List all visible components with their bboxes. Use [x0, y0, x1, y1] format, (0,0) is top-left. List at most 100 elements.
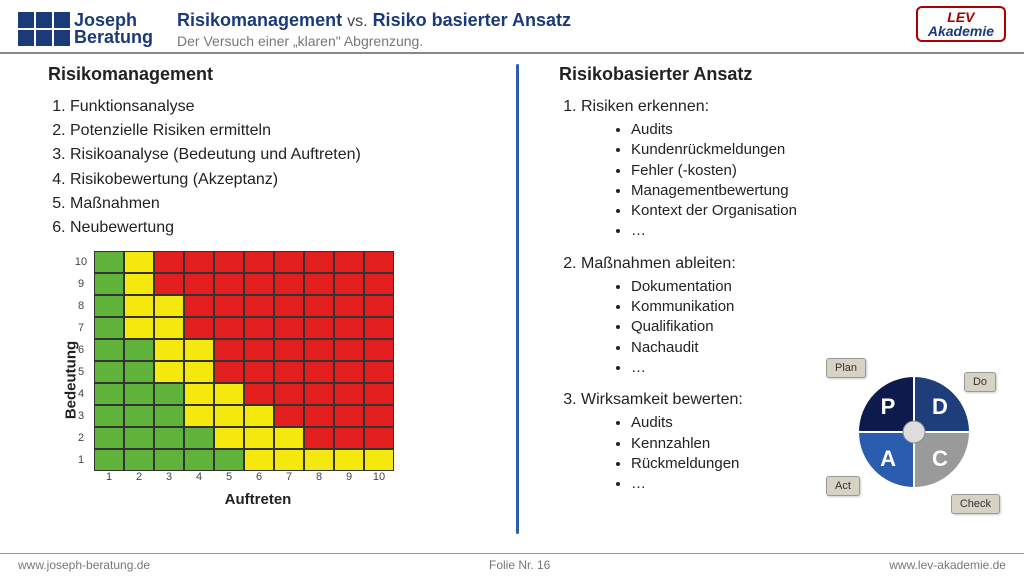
matrix-cell [124, 295, 154, 317]
matrix-cell [304, 273, 334, 295]
header: Joseph Beratung Risikomanagement vs. Ris… [0, 0, 1024, 54]
matrix-cell [304, 361, 334, 383]
sub-list: AuditsKundenrückmeldungenFehler (-kosten… [581, 120, 996, 242]
matrix-cell [184, 449, 214, 471]
sub-list-item: Managementbewertung [631, 181, 996, 201]
matrix-cell [154, 295, 184, 317]
matrix-cell [274, 251, 304, 273]
matrix-cell [154, 405, 184, 427]
matrix-cell [124, 251, 154, 273]
matrix-cell [184, 383, 214, 405]
matrix-cell [274, 295, 304, 317]
list-item: Maßnahmen [70, 192, 508, 215]
logo-text-bottom: Beratung [74, 29, 153, 46]
matrix-cell [184, 251, 214, 273]
footer-left: www.joseph-beratung.de [18, 558, 150, 572]
matrix-cell [214, 383, 244, 405]
pdca-wheel-icon: P D C A [854, 372, 974, 492]
matrix-ytick: 1 [68, 449, 94, 471]
matrix-cell [124, 273, 154, 295]
matrix-ytick: 2 [68, 427, 94, 449]
matrix-xtick: 7 [274, 471, 304, 489]
matrix-cell [94, 317, 124, 339]
matrix-cell [244, 361, 274, 383]
subtitle: Der Versuch einer „klaren" Abgrenzung. [177, 33, 571, 49]
matrix-cell [124, 427, 154, 449]
matrix-cell [94, 449, 124, 471]
matrix-cell [124, 339, 154, 361]
matrix-cell [154, 361, 184, 383]
matrix-cell [184, 273, 214, 295]
matrix-cell [334, 383, 364, 405]
sub-list-item: Audits [631, 120, 996, 140]
logo-lev-akademie: LEV Akademie [916, 6, 1006, 42]
matrix-cell [214, 449, 244, 471]
matrix-cell [124, 383, 154, 405]
matrix-cell [334, 317, 364, 339]
matrix-cell [244, 317, 274, 339]
title-part-b: Risiko basierter Ansatz [373, 10, 571, 30]
matrix-cell [364, 449, 394, 471]
matrix-cell [244, 427, 274, 449]
matrix-xlabel: Auftreten [68, 491, 448, 508]
matrix-cell [274, 449, 304, 471]
matrix-cell [154, 449, 184, 471]
matrix-cell [304, 383, 334, 405]
sub-list-item: Kontext der Organisation [631, 201, 996, 221]
title-vs: vs. [347, 13, 367, 30]
matrix-ytick: 10 [68, 251, 94, 273]
matrix-cell [274, 273, 304, 295]
matrix-cell [364, 295, 394, 317]
left-list: FunktionsanalysePotenzielle Risiken ermi… [48, 95, 508, 239]
matrix-cell [304, 251, 334, 273]
matrix-cell [154, 317, 184, 339]
matrix-cell [214, 405, 244, 427]
matrix-cell [334, 295, 364, 317]
matrix-cell [94, 361, 124, 383]
matrix-cell [364, 405, 394, 427]
list-item: Risikobewertung (Akzeptanz) [70, 168, 508, 191]
matrix-cell [334, 273, 364, 295]
matrix-cell [94, 295, 124, 317]
matrix-cell [124, 449, 154, 471]
column-left: Risikomanagement FunktionsanalysePotenzi… [48, 64, 508, 544]
list-item: Neubewertung [70, 216, 508, 239]
matrix-cell [244, 339, 274, 361]
matrix-cell [184, 427, 214, 449]
sub-list-item: … [631, 221, 996, 241]
sub-list-item: Kundenrückmeldungen [631, 140, 996, 160]
content: Risikomanagement FunktionsanalysePotenzi… [0, 54, 1024, 544]
matrix-ylabel: Bedeutung [63, 340, 80, 418]
matrix-xtick: 2 [124, 471, 154, 489]
matrix-cell [244, 383, 274, 405]
matrix-cell [94, 251, 124, 273]
matrix-cell [274, 317, 304, 339]
matrix-cell [214, 427, 244, 449]
logo-right-top: LEV [928, 10, 994, 24]
matrix-cell [274, 427, 304, 449]
footer-right: www.lev-akademie.de [889, 558, 1006, 572]
matrix-cell [94, 273, 124, 295]
matrix-cell [364, 317, 394, 339]
matrix-cell [334, 361, 364, 383]
sub-list-item: Kommunikation [631, 297, 996, 317]
matrix-cell [214, 251, 244, 273]
matrix-cell [94, 339, 124, 361]
matrix-cell [244, 295, 274, 317]
matrix-xtick: 5 [214, 471, 244, 489]
matrix-cell [154, 427, 184, 449]
matrix-cell [364, 383, 394, 405]
matrix-cell [334, 449, 364, 471]
matrix-cell [274, 339, 304, 361]
matrix-cell [184, 361, 214, 383]
matrix-cell [154, 383, 184, 405]
matrix-cell [364, 427, 394, 449]
matrix-cell [94, 383, 124, 405]
svg-text:C: C [932, 446, 948, 471]
matrix-xtick: 9 [334, 471, 364, 489]
list-item: Risikoanalyse (Bedeutung und Auftreten) [70, 143, 508, 166]
matrix-cell [124, 317, 154, 339]
matrix-cell [214, 317, 244, 339]
matrix-cell [94, 427, 124, 449]
matrix-cell [304, 295, 334, 317]
